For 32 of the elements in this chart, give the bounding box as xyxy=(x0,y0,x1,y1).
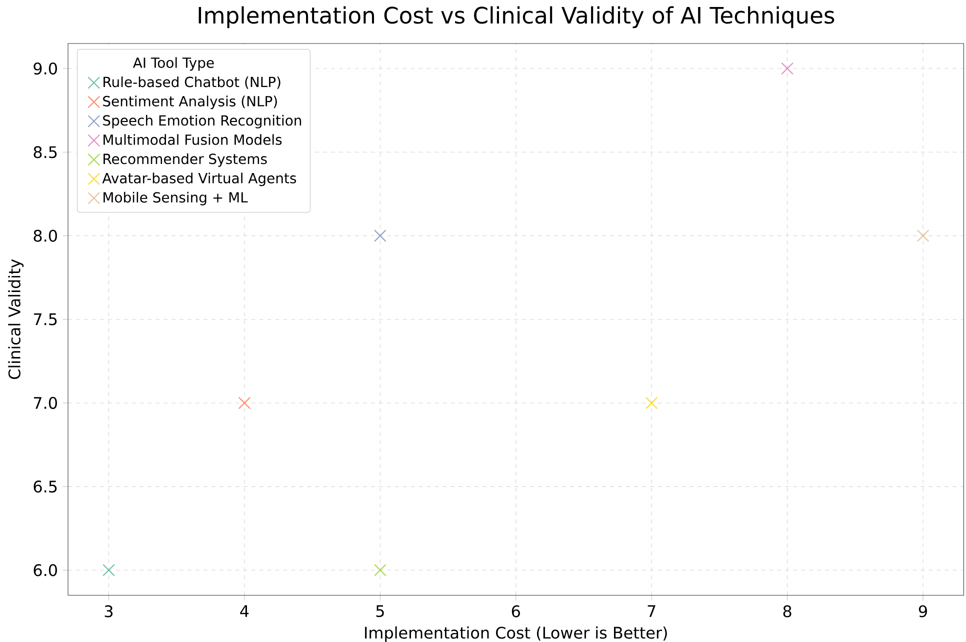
y-tick-label: 8.5 xyxy=(34,146,57,158)
y-tick-label: 8.0 xyxy=(34,230,57,242)
legend-label: Multimodal Fusion Models xyxy=(104,134,282,145)
y-tick-label: 7.0 xyxy=(34,396,57,409)
x-tick-label: 3 xyxy=(104,605,113,618)
point xyxy=(238,396,251,410)
legend-label: Rule-based Chatbot (NLP) xyxy=(104,76,280,89)
point xyxy=(645,396,658,410)
chart-title: Implementation Cost vs Clinical Validity of AI Techniques xyxy=(198,6,834,28)
x-tick-label: 6 xyxy=(512,605,520,618)
legend-label: Avatar-based Virtual Agents xyxy=(102,172,296,186)
point xyxy=(374,564,386,576)
legend-label: Mobile Sensing + ML xyxy=(104,192,248,206)
legend-label: Recommender Systems xyxy=(104,153,267,167)
x-tick-label: 5 xyxy=(376,605,384,618)
y-tick-label: 6.5 xyxy=(34,480,57,493)
x-tick-label: 4 xyxy=(240,605,249,617)
y-tick-label: 7.5 xyxy=(34,313,57,326)
y-tick-label: 9.0 xyxy=(34,62,57,75)
legend-label: Speech Emotion Recognition xyxy=(103,114,302,128)
x-axis-title: Implementation Cost (Lower is Better) xyxy=(365,626,667,642)
legend-title: AI Tool Type xyxy=(132,57,214,71)
point xyxy=(916,230,930,242)
point xyxy=(374,230,386,242)
x-tick-label: 9 xyxy=(918,605,927,618)
point xyxy=(781,62,794,75)
x-tick-label: 8 xyxy=(783,605,792,618)
legend-label: Sentiment Analysis (NLP) xyxy=(103,96,277,110)
point xyxy=(102,564,115,576)
y-axis-title: Clinical Validity xyxy=(8,259,24,379)
x-tick-label: 7 xyxy=(648,605,656,617)
y-tick-label: 6.0 xyxy=(34,564,57,576)
